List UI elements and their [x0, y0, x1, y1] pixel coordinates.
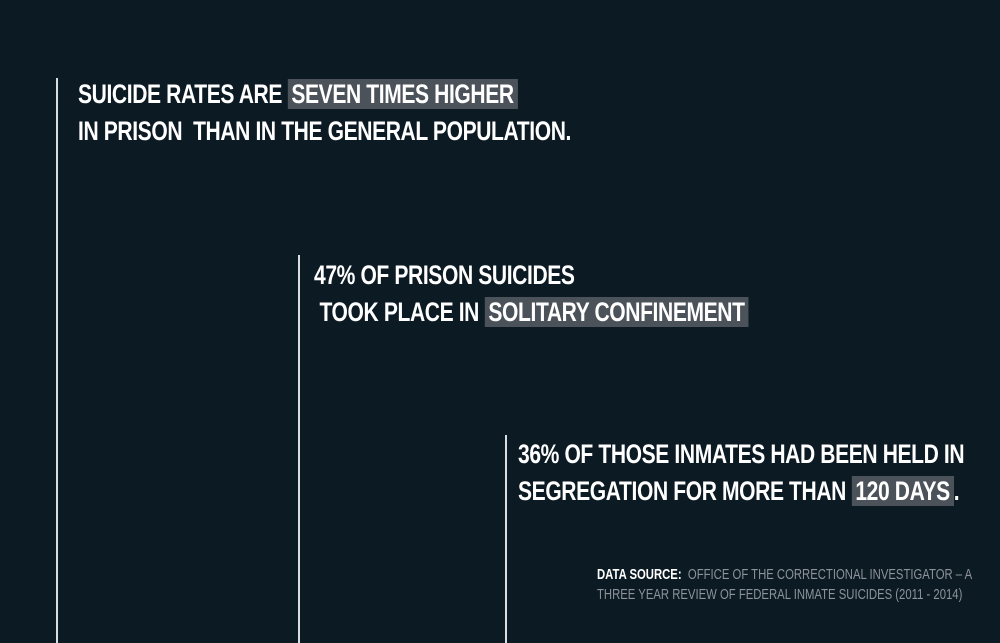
stat-1-line-1: Suicide rates are seven times higher: [78, 76, 571, 113]
timeline-line-1: [56, 78, 58, 643]
stat-1-text: Suicide rates are: [78, 79, 288, 109]
stat-2-line-1: 47% of prison suicides: [314, 260, 575, 290]
data-source-line-1: Office of the Correctional Investigator …: [687, 567, 973, 583]
data-source-line-2: Three year review of federal inmate suic…: [597, 587, 963, 603]
stat-segregation: 36% of those inmates had been held in se…: [518, 436, 965, 510]
timeline-line-3: [505, 435, 507, 643]
data-source: Data source: Office of the Correctional …: [597, 565, 972, 605]
stat-1-highlight: seven times higher: [287, 79, 518, 109]
stat-solitary-confinement: 47% of prison suicides took place in sol…: [314, 257, 749, 331]
stat-3-line-1: 36% of those inmates had been held in: [518, 439, 965, 469]
timeline-line-2: [298, 255, 300, 643]
stat-2-text: took place in: [314, 297, 485, 327]
stat-suicide-rates: Suicide rates are seven times higher in …: [78, 76, 571, 150]
data-source-label: Data source:: [597, 567, 682, 583]
stat-1-line-2: in prison than in the general population…: [78, 116, 571, 146]
stat-3-highlight: 120 days: [851, 476, 954, 506]
stat-2-line-2: took place in solitary confinement: [314, 294, 749, 331]
stat-2-highlight: solitary confinement: [484, 297, 749, 327]
stat-3-period: .: [953, 476, 960, 506]
stat-3-text: segregation for more than: [518, 476, 852, 506]
stat-3-line-2: segregation for more than 120 days.: [518, 473, 964, 510]
